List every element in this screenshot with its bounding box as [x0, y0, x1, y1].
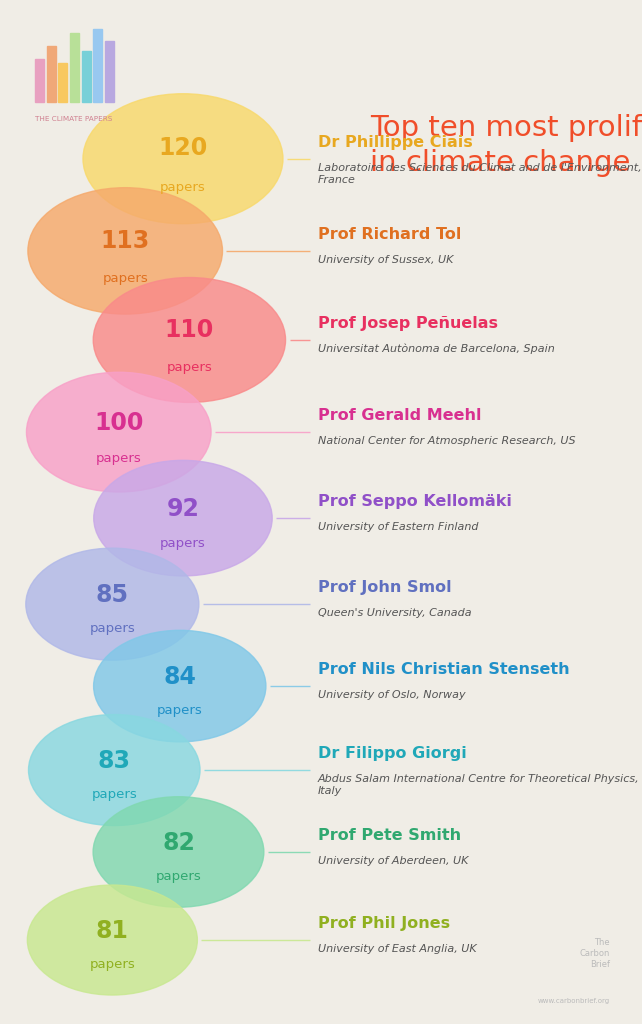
Bar [105, 41, 114, 102]
Text: papers: papers [102, 272, 148, 286]
Text: Queen's University, Canada: Queen's University, Canada [318, 608, 472, 618]
Ellipse shape [93, 797, 264, 907]
Ellipse shape [94, 631, 266, 741]
Ellipse shape [26, 548, 199, 660]
Text: 85: 85 [96, 584, 129, 607]
Text: papers: papers [160, 537, 206, 550]
Ellipse shape [26, 373, 211, 492]
Text: University of Sussex, UK: University of Sussex, UK [318, 255, 453, 265]
Bar [82, 51, 91, 102]
Ellipse shape [94, 461, 272, 575]
Text: papers: papers [91, 788, 137, 801]
Text: papers: papers [160, 181, 206, 194]
Text: papers: papers [157, 705, 203, 717]
Text: Prof Seppo Kellomäki: Prof Seppo Kellomäki [318, 495, 512, 509]
Bar [35, 59, 44, 102]
Text: www.carbonbrief.org: www.carbonbrief.org [538, 998, 610, 1004]
Ellipse shape [28, 715, 200, 825]
Text: Prof Richard Tol: Prof Richard Tol [318, 227, 462, 242]
Text: University of East Anglia, UK: University of East Anglia, UK [318, 944, 476, 954]
Text: THE CLIMATE PAPERS: THE CLIMATE PAPERS [35, 116, 113, 122]
Text: Prof Phil Jones: Prof Phil Jones [318, 916, 450, 931]
Text: papers: papers [89, 623, 135, 635]
Text: 83: 83 [98, 750, 131, 773]
Text: 81: 81 [96, 920, 129, 943]
Ellipse shape [28, 187, 223, 314]
Text: 120: 120 [159, 136, 207, 161]
Text: Prof Josep Peñuelas: Prof Josep Peñuelas [318, 316, 498, 331]
Text: 92: 92 [166, 497, 200, 521]
Text: Prof Gerald Meehl: Prof Gerald Meehl [318, 409, 482, 423]
Text: Dr Filippo Giorgi: Dr Filippo Giorgi [318, 746, 467, 761]
Text: Prof Pete Smith: Prof Pete Smith [318, 828, 461, 843]
Text: 113: 113 [101, 228, 150, 253]
Text: papers: papers [96, 452, 142, 465]
Bar [47, 46, 56, 102]
Text: Universitat Autònoma de Barcelona, Spain: Universitat Autònoma de Barcelona, Spain [318, 344, 555, 354]
Ellipse shape [83, 94, 283, 223]
Text: University of Eastern Finland: University of Eastern Finland [318, 522, 478, 532]
Bar [93, 29, 102, 102]
Text: Top ten most prolific authors
in climate change: Top ten most prolific authors in climate… [370, 114, 642, 176]
Text: papers: papers [155, 869, 202, 883]
Text: Laboratoire des Sciences du Climat and de l'Environment,
France: Laboratoire des Sciences du Climat and d… [318, 163, 641, 184]
Text: University of Aberdeen, UK: University of Aberdeen, UK [318, 856, 469, 866]
Text: Prof John Smol: Prof John Smol [318, 581, 451, 595]
Ellipse shape [93, 278, 286, 402]
Text: National Center for Atmospheric Research, US: National Center for Atmospheric Research… [318, 436, 576, 446]
Text: papers: papers [166, 360, 213, 374]
Text: The
Carbon
Brief: The Carbon Brief [580, 938, 610, 969]
Text: 100: 100 [94, 411, 143, 434]
Bar [58, 63, 67, 102]
Bar [70, 33, 79, 102]
Text: 84: 84 [163, 666, 196, 689]
Text: papers: papers [89, 957, 135, 971]
Text: Prof Nils Christian Stenseth: Prof Nils Christian Stenseth [318, 663, 569, 677]
Ellipse shape [28, 885, 197, 995]
Text: Dr Phillippe Ciais: Dr Phillippe Ciais [318, 135, 473, 150]
Text: Abdus Salam International Centre for Theoretical Physics,
Italy: Abdus Salam International Centre for The… [318, 774, 639, 796]
Text: 110: 110 [165, 318, 214, 342]
Text: 82: 82 [162, 831, 195, 855]
Text: University of Oslo, Norway: University of Oslo, Norway [318, 690, 465, 700]
